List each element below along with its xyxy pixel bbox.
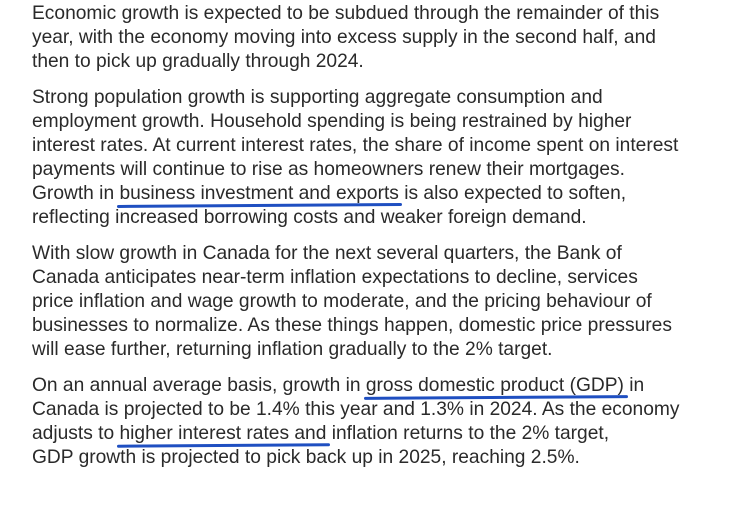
text-segment: Strong population growth is supporting a… — [32, 87, 603, 108]
text-segment: Economic growth is expected to be subdue… — [32, 3, 660, 24]
text-line: will ease further, returning inflation g… — [32, 338, 722, 362]
text-segment: businesses to normalize. As these things… — [32, 315, 672, 336]
text-line: With slow growth in Canada for the next … — [32, 242, 722, 266]
text-segment: in — [623, 375, 645, 396]
text-line: Strong population growth is supporting a… — [32, 86, 722, 110]
text-segment: employment growth. Household spending is… — [32, 111, 632, 132]
text-segment: is also expected to soften, — [398, 183, 627, 204]
paragraph-growth-outlook: Economic growth is expected to be subdue… — [32, 2, 722, 74]
text-segment: reflecting increased borrowing costs and… — [32, 207, 587, 228]
text-segment: With slow growth in Canada for the next … — [32, 243, 622, 264]
text-segment: then to pick up gradually through 2024. — [32, 51, 364, 72]
underlined-phrase: business investment and exports — [119, 183, 399, 204]
text-segment: price inflation and wage growth to moder… — [32, 291, 652, 312]
text-line: reflecting increased borrowing costs and… — [32, 206, 722, 230]
text-line: GDP growth is projected to pick back up … — [32, 446, 722, 470]
text-segment: inflation returns to the 2% target, — [326, 423, 610, 444]
text-line: interest rates. At current interest rate… — [32, 134, 722, 158]
text-segment: Canada is projected to be 1.4% this year… — [32, 399, 680, 420]
paragraph-gdp-projection: On an annual average basis, growth in gr… — [32, 374, 722, 470]
text-segment: payments will continue to rise as homeow… — [32, 159, 625, 180]
text-segment: Growth in — [32, 183, 120, 204]
text-line: Growth in business investment and export… — [32, 182, 722, 206]
text-segment: year, with the economy moving into exces… — [32, 27, 656, 48]
text-segment: Canada anticipates near-term inflation e… — [32, 267, 638, 288]
text-line: adjusts to higher interest rates and inf… — [32, 422, 722, 446]
text-segment: will ease further, returning inflation g… — [32, 339, 553, 360]
text-line: then to pick up gradually through 2024. — [32, 50, 722, 74]
paragraph-inflation: With slow growth in Canada for the next … — [32, 242, 722, 362]
text-line: Canada anticipates near-term inflation e… — [32, 266, 722, 290]
text-segment: interest rates. At current interest rate… — [32, 135, 679, 156]
text-line: year, with the economy moving into exces… — [32, 26, 722, 50]
text-line: On an annual average basis, growth in gr… — [32, 374, 722, 398]
text-line: payments will continue to rise as homeow… — [32, 158, 722, 182]
text-line: Canada is projected to be 1.4% this year… — [32, 398, 722, 422]
text-line: Economic growth is expected to be subdue… — [32, 2, 722, 26]
text-line: price inflation and wage growth to moder… — [32, 290, 722, 314]
text-segment: GDP growth is projected to pick back up … — [32, 447, 580, 468]
text-segment: On an annual average basis, growth in — [32, 375, 366, 396]
paragraph-consumption: Strong population growth is supporting a… — [32, 86, 722, 230]
text-line: employment growth. Household spending is… — [32, 110, 722, 134]
text-line: businesses to normalize. As these things… — [32, 314, 722, 338]
underlined-phrase: gross domestic product (GDP) — [365, 375, 624, 396]
text-segment: adjusts to — [32, 423, 120, 444]
underlined-phrase: higher interest rates and — [119, 423, 327, 444]
document-body: Economic growth is expected to be subdue… — [32, 2, 722, 482]
